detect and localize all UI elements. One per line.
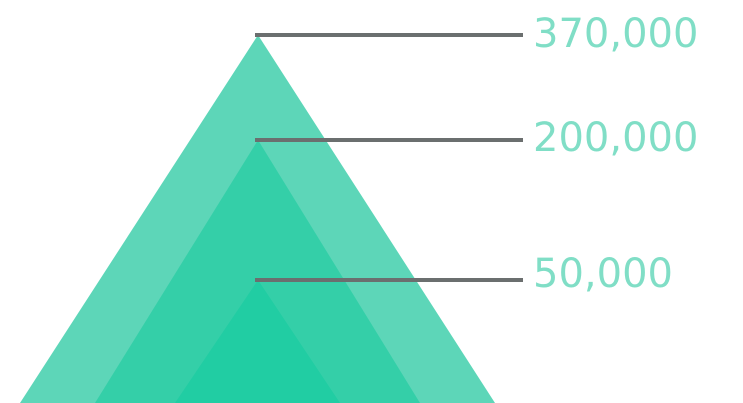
triangle-level-inner [175,280,340,403]
triangle-level-middle [95,140,420,403]
value-label-50000: 50,000 [533,251,673,297]
value-label-200000: 200,000 [533,115,699,161]
value-label-370000: 370,000 [533,11,699,57]
